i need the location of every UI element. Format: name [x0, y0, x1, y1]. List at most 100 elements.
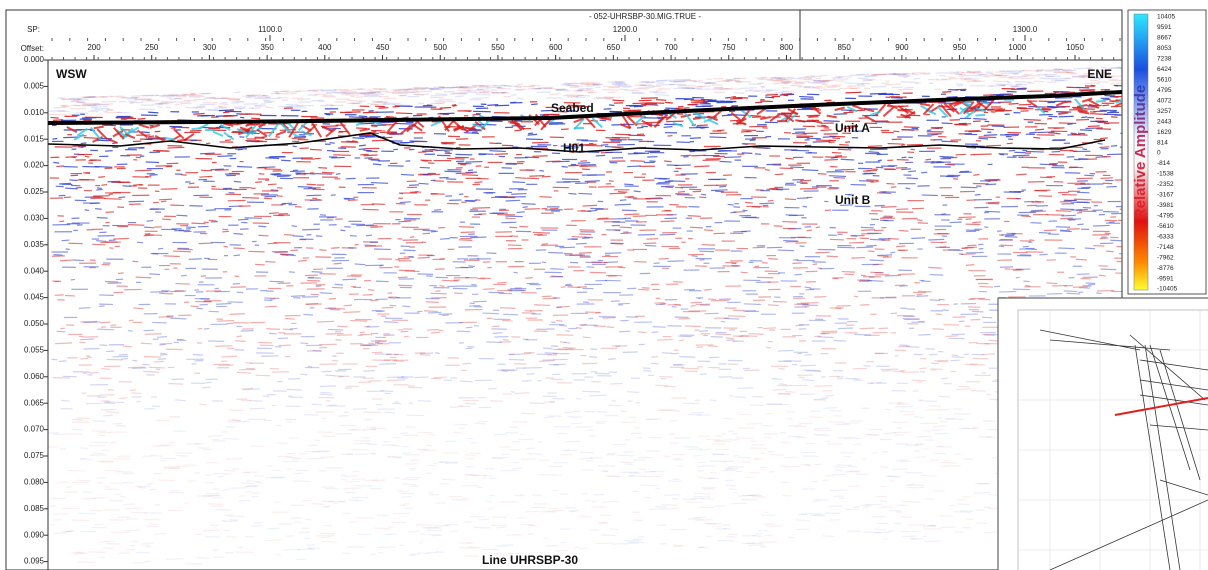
reflector	[404, 250, 416, 251]
reflector	[216, 509, 232, 510]
reflector	[1021, 216, 1031, 217]
reflector	[143, 371, 159, 372]
reflector	[268, 98, 280, 99]
reflector	[960, 171, 969, 172]
reflector	[702, 245, 716, 246]
reflector	[778, 350, 793, 351]
reflector	[861, 233, 878, 234]
reflector	[1060, 231, 1072, 232]
reflector	[251, 118, 260, 119]
reflector	[876, 167, 883, 168]
reflector	[585, 181, 600, 182]
reflector	[583, 337, 591, 338]
reflector	[103, 111, 108, 112]
reflector	[714, 87, 723, 88]
reflector	[756, 148, 771, 149]
reflector	[835, 470, 843, 471]
reflector	[331, 248, 339, 249]
reflector	[699, 331, 708, 332]
reflector	[768, 200, 774, 201]
reflector	[821, 130, 832, 131]
reflector	[89, 160, 97, 161]
reflector	[406, 427, 415, 428]
reflector	[258, 226, 266, 227]
reflector	[672, 306, 677, 307]
reflector	[699, 260, 704, 261]
reflector	[459, 194, 463, 195]
reflector	[908, 171, 916, 172]
reflector	[1102, 105, 1109, 106]
reflector	[708, 100, 716, 101]
reflector	[225, 552, 233, 553]
reflector	[800, 394, 815, 395]
reflector	[836, 465, 852, 466]
reflector	[619, 331, 630, 332]
reflector	[131, 96, 140, 97]
reflector	[1001, 245, 1013, 246]
reflector	[842, 272, 855, 273]
reflector	[579, 516, 592, 517]
reflector	[405, 484, 416, 485]
reflector	[741, 272, 748, 273]
reflector	[673, 459, 681, 460]
reflector	[587, 82, 600, 83]
reflector	[521, 413, 535, 414]
reflector	[290, 328, 298, 329]
reflector	[948, 250, 963, 251]
reflector	[234, 92, 240, 93]
reflector	[961, 80, 977, 81]
reflector	[815, 464, 822, 465]
reflector	[724, 318, 739, 319]
reflector	[664, 127, 673, 128]
reflector	[599, 515, 611, 516]
reflector	[200, 153, 215, 154]
reflector	[427, 329, 439, 330]
reflector	[1077, 212, 1082, 213]
reflector	[911, 238, 925, 239]
sp-label: SP:	[27, 25, 40, 34]
reflector	[325, 375, 334, 376]
reflector	[1030, 240, 1035, 241]
reflector	[385, 393, 391, 394]
reflector	[422, 233, 429, 234]
reflector	[978, 138, 988, 139]
reflector	[989, 340, 998, 341]
reflector	[393, 91, 401, 92]
reflector	[926, 159, 931, 160]
reflector	[823, 408, 836, 409]
reflector	[196, 308, 203, 309]
reflector	[217, 156, 232, 157]
reflector	[149, 524, 157, 525]
reflector	[723, 528, 727, 529]
reflector	[186, 107, 203, 108]
reflector	[257, 482, 263, 483]
reflector	[685, 326, 701, 327]
reflector	[851, 258, 865, 259]
reflector	[539, 361, 555, 362]
reflector	[860, 328, 875, 329]
reflector	[841, 159, 854, 160]
reflector	[293, 236, 304, 237]
reflector	[57, 331, 66, 332]
reflector	[603, 501, 619, 502]
reflector	[402, 306, 410, 307]
reflector	[54, 281, 59, 282]
reflector	[401, 174, 414, 175]
reflector	[515, 87, 522, 88]
reflector	[265, 540, 281, 541]
reflector	[300, 374, 307, 375]
reflector	[95, 524, 104, 525]
reflector	[442, 280, 459, 281]
reflector	[833, 278, 838, 279]
reflector	[502, 371, 508, 372]
reflector	[1098, 143, 1103, 144]
reflector	[720, 161, 732, 162]
reflector	[190, 130, 202, 131]
reflector	[865, 76, 876, 77]
reflector	[154, 361, 164, 362]
reflector	[942, 123, 953, 124]
reflector	[176, 215, 187, 216]
reflector	[609, 193, 625, 194]
reflector	[338, 416, 348, 417]
reflector	[903, 536, 916, 537]
